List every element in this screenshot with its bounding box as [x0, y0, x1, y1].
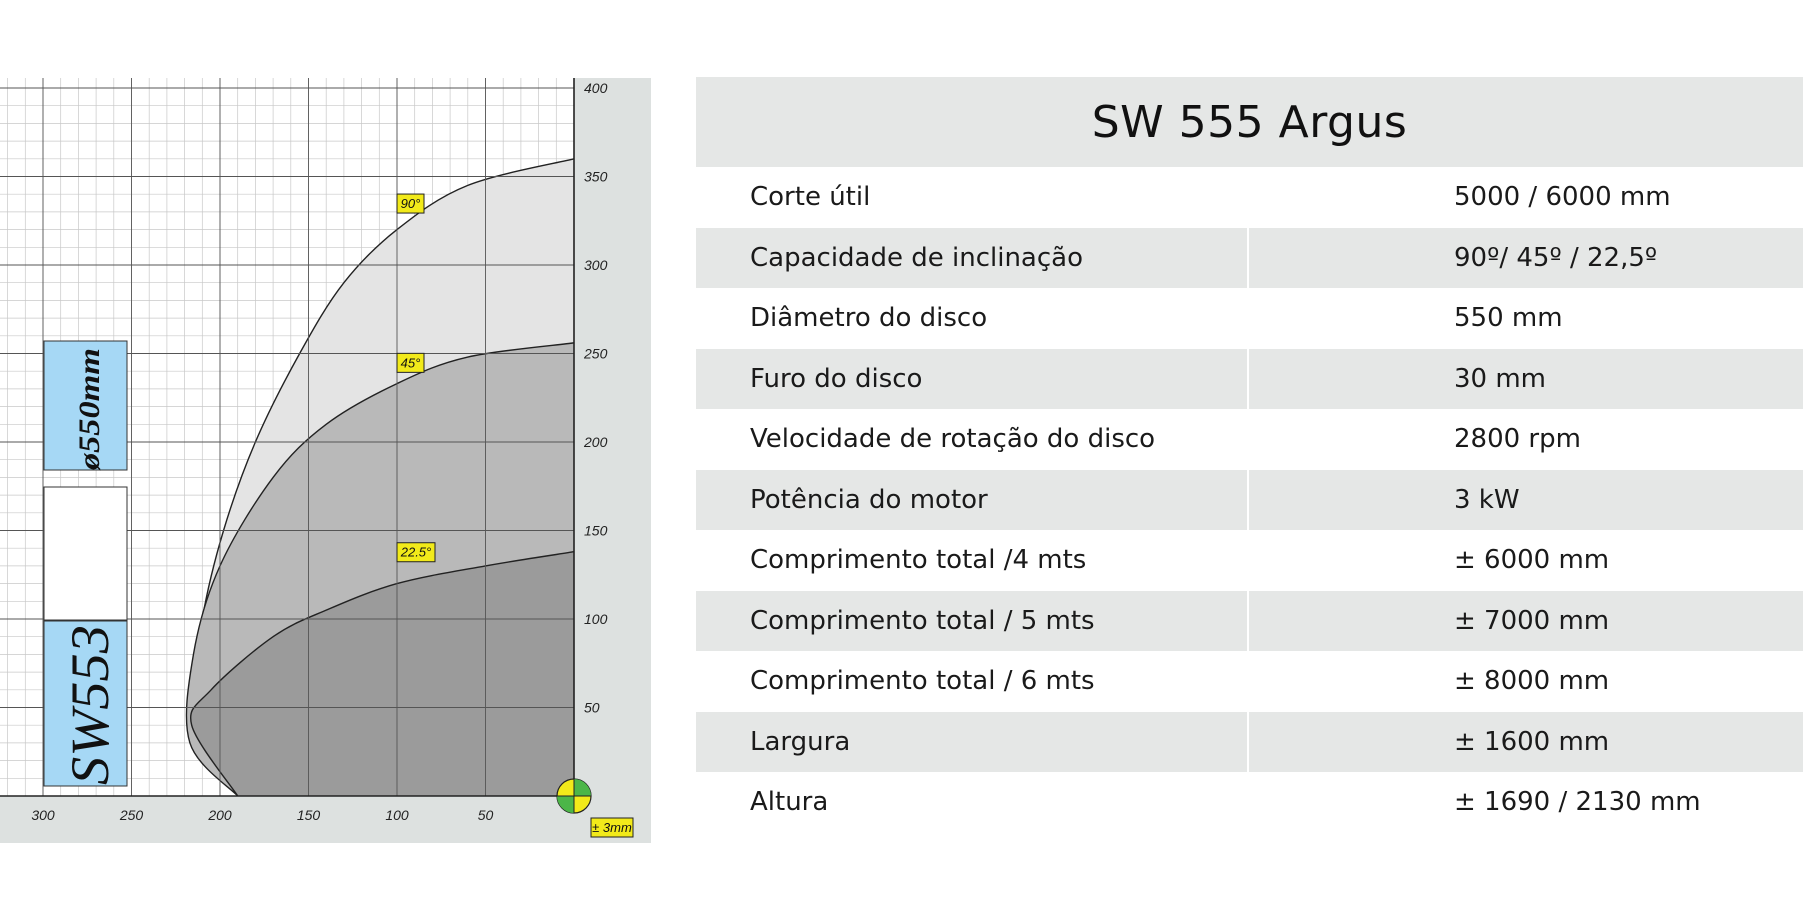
angle-tag-label: 22.5° — [400, 545, 432, 560]
spec-value: ± 8000 mm — [1454, 666, 1610, 697]
spec-value: ± 1690 / 2130 mm — [1454, 787, 1701, 818]
spec-value: ± 6000 mm — [1454, 545, 1610, 576]
table-row: Largura ± 1600 mm — [696, 711, 1803, 772]
spec-value: 5000 / 6000 mm — [1454, 182, 1671, 213]
angle-tag-box — [396, 193, 425, 214]
area-45-outline — [185, 342, 575, 797]
angle-tag-label: 45° — [401, 355, 421, 370]
spec-table: SW 555 Argus Corte útil 5000 / 6000 mm Cap… — [696, 77, 1803, 833]
capacity-areas — [185, 158, 575, 797]
angle-tag-box — [396, 352, 425, 373]
spec-rows: Corte útil 5000 / 6000 mm Capacidade de in… — [696, 167, 1803, 833]
x-tick-label: 300 — [31, 807, 55, 823]
spec-label: Altura — [750, 787, 829, 818]
area-22-5-outline — [189, 551, 575, 797]
table-row: Comprimento total / 5 mts ± 7000 mm — [696, 590, 1803, 651]
area-22-5 — [190, 551, 575, 796]
y-tick-label: 150 — [584, 523, 608, 539]
angle-tags: 90° 45° 22.5° — [396, 193, 436, 563]
spec-value: 550 mm — [1454, 303, 1563, 334]
table-row: Corte útil 5000 / 6000 mm — [696, 167, 1803, 228]
cutting-capacity-chart: 300 250 200 150 100 50 50 100 150 200 250 300 350 40… — [0, 78, 651, 843]
spec-label: Diâmetro do disco — [750, 303, 988, 334]
origin-target-icon — [556, 778, 592, 814]
table-row: Diâmetro do disco 550 mm — [696, 288, 1803, 349]
x-tick-label: 50 — [478, 807, 494, 823]
spec-value: ± 7000 mm — [1454, 605, 1610, 636]
blade-label-box — [43, 340, 128, 471]
table-row: Furo do disco 30 mm — [696, 348, 1803, 409]
spec-label: Furo do disco — [696, 348, 1249, 409]
spec-value: 2800 rpm — [1454, 424, 1581, 455]
spec-value: 90º/ 45º / 22,5º — [1454, 242, 1658, 273]
table-row: Capacidade de inclinação 90º/ 45º / 22,5º — [696, 227, 1803, 288]
tolerance-label: ± 3mm — [592, 820, 632, 835]
y-tick-label: 350 — [584, 169, 608, 185]
blank-box — [43, 486, 128, 621]
y-tick-label: 250 — [583, 346, 608, 362]
table-row: Potência do motor 3 kW — [696, 469, 1803, 530]
table-row: Comprimento total / 6 mts ± 8000 mm — [696, 651, 1803, 712]
spec-label: Velocidade de rotação do disco — [750, 424, 1156, 455]
chart-svg: 300 250 200 150 100 50 50 100 150 200 250 300 350 40… — [0, 78, 651, 843]
spec-label: Capacidade de inclinação — [696, 227, 1249, 288]
spec-label: Corte útil — [750, 182, 871, 213]
spec-label: Comprimento total / 6 mts — [750, 666, 1095, 697]
y-tick-label: 200 — [583, 434, 608, 450]
y-tick-label: 400 — [584, 80, 608, 96]
spec-label: Comprimento total /4 mts — [750, 545, 1087, 576]
blade-label: ø550mm — [73, 348, 106, 471]
bottom-panel — [0, 796, 651, 843]
table-row: Velocidade de rotação do disco 2800 rpm — [696, 409, 1803, 470]
y-tick-labels: 50 100 150 200 250 300 350 400 — [583, 80, 608, 716]
spec-label: Potência do motor — [696, 469, 1249, 530]
spec-value: ± 1600 mm — [1454, 726, 1610, 757]
table-title: SW 555 Argus — [696, 77, 1803, 167]
spec-label: Largura — [696, 711, 1249, 772]
spec-label: Comprimento total / 5 mts — [696, 590, 1249, 651]
table-row: Altura ± 1690 / 2130 mm — [696, 772, 1803, 833]
y-tick-label: 50 — [584, 700, 600, 716]
x-tick-label: 200 — [207, 807, 232, 823]
y-tick-label: 300 — [584, 257, 608, 273]
x-tick-label: 250 — [119, 807, 144, 823]
angle-tag-box — [396, 542, 436, 563]
model-label: SW553 — [60, 625, 120, 785]
model-label-box — [43, 620, 128, 787]
spec-value: 30 mm — [1454, 363, 1547, 394]
table-row: Comprimento total /4 mts ± 6000 mm — [696, 530, 1803, 591]
angle-tag-label: 90° — [401, 196, 421, 211]
tolerance-tag — [590, 817, 634, 838]
major-grid — [0, 78, 574, 796]
y-tick-label: 100 — [584, 611, 608, 627]
spec-value: 3 kW — [1454, 484, 1520, 515]
x-tick-label: 100 — [385, 807, 409, 823]
x-tick-label: 150 — [297, 807, 321, 823]
x-tick-labels: 300 250 200 150 100 50 — [31, 807, 493, 823]
side-panel — [574, 78, 651, 843]
